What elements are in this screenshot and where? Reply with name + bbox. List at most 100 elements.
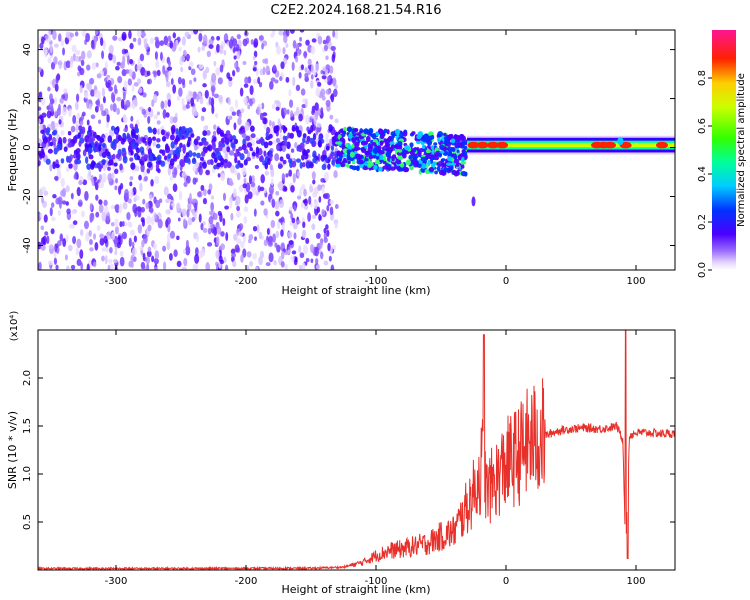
heatmap-cell bbox=[176, 95, 181, 101]
heatmap-cell bbox=[312, 179, 316, 185]
heatmap-cell bbox=[257, 76, 261, 85]
heatmap-cell bbox=[57, 209, 61, 216]
heatmap-cell bbox=[204, 125, 209, 131]
snr-background bbox=[38, 330, 675, 570]
heatmap-cell bbox=[236, 172, 241, 181]
heatmap-cell bbox=[61, 187, 67, 198]
heatmap-cell bbox=[454, 142, 459, 149]
heatmap-cell bbox=[136, 30, 142, 38]
heatmap-cell bbox=[258, 256, 263, 266]
heatmap-cell bbox=[47, 86, 51, 92]
heatmap-cell bbox=[92, 261, 97, 268]
heatmap-cell bbox=[202, 70, 207, 80]
heatmap-cell bbox=[312, 150, 317, 157]
heatmap-cell bbox=[250, 181, 256, 188]
heatmap-cell bbox=[295, 125, 300, 134]
heatmap-cell bbox=[40, 148, 45, 156]
heatmap-cell bbox=[85, 232, 90, 242]
heatmap-cell bbox=[273, 260, 277, 266]
snr-frame bbox=[37, 329, 676, 571]
heatmap-cell bbox=[108, 86, 113, 92]
heatmap-cell bbox=[95, 211, 100, 218]
heatmap-cell bbox=[61, 106, 67, 116]
heatmap-cell bbox=[353, 128, 358, 133]
heatmap-cell bbox=[285, 76, 290, 83]
heatmap-cell bbox=[40, 244, 46, 251]
heatmap-cell bbox=[265, 65, 270, 76]
heatmap-cell bbox=[49, 93, 53, 102]
heatmap-cell bbox=[137, 209, 142, 218]
heatmap-cell bbox=[223, 256, 227, 264]
heatmap-cell bbox=[276, 45, 282, 55]
heatmap-cell bbox=[191, 198, 197, 203]
heatmap-cell bbox=[325, 136, 329, 145]
heatmap-cell bbox=[148, 106, 152, 113]
heatmap-cell bbox=[141, 219, 145, 227]
heatmap-cell bbox=[283, 140, 288, 146]
heatmap-cell bbox=[63, 88, 68, 94]
heatmap-cell bbox=[333, 88, 338, 98]
heatmap-cell bbox=[268, 252, 274, 263]
heatmap-cell bbox=[317, 81, 322, 87]
heatmap-cell bbox=[313, 187, 318, 197]
heatmap-cell bbox=[238, 146, 243, 151]
heatmap-cell bbox=[289, 132, 295, 139]
heatmap-cell bbox=[232, 38, 238, 47]
heatmap-cell bbox=[54, 97, 58, 106]
heatmap-cell bbox=[362, 166, 369, 171]
heatmap-cell bbox=[98, 173, 103, 181]
heatmap-cell bbox=[116, 96, 122, 102]
heatmap-cell bbox=[99, 103, 104, 112]
heatmap-cell bbox=[455, 170, 460, 176]
heatmap-cell bbox=[192, 91, 198, 100]
heatmap-cell bbox=[59, 97, 64, 104]
heatmap-cell bbox=[444, 140, 451, 145]
heatmap-cell bbox=[276, 244, 281, 253]
heatmap-cell bbox=[52, 30, 57, 41]
heatmap-cell bbox=[215, 151, 221, 159]
heatmap-cell bbox=[298, 113, 303, 122]
heatmap-cell bbox=[403, 167, 409, 173]
heatmap-cell bbox=[208, 183, 213, 191]
heatmap-cell bbox=[147, 136, 153, 145]
heatmap-cell bbox=[318, 196, 322, 203]
heatmap-cell bbox=[268, 140, 273, 146]
heatmap-cell bbox=[93, 176, 97, 187]
heatmap-spike bbox=[617, 137, 624, 146]
heatmap-cell bbox=[327, 163, 331, 170]
heatmap-cell bbox=[98, 199, 103, 205]
heatmap-cell bbox=[194, 247, 199, 256]
heatmap-cell bbox=[118, 37, 123, 42]
heatmap-cell bbox=[157, 168, 161, 174]
heatmap-cell bbox=[64, 254, 68, 261]
heatmap-cell bbox=[291, 217, 296, 224]
heatmap-cell bbox=[106, 114, 110, 123]
heatmap-cell bbox=[279, 133, 283, 141]
heatmap-cell bbox=[285, 30, 290, 37]
heatmap-cell bbox=[198, 32, 203, 42]
heatmap-cell bbox=[196, 94, 200, 103]
heatmap-cell bbox=[302, 98, 306, 104]
snr-x-label: Height of straight line (km) bbox=[281, 583, 430, 596]
heatmap-cell bbox=[191, 208, 195, 216]
heatmap-cell bbox=[58, 136, 63, 145]
heatmap-cell bbox=[302, 161, 306, 168]
y-tick-label: -20 bbox=[22, 188, 33, 204]
heatmap-cell bbox=[184, 31, 190, 38]
heatmap-cell bbox=[383, 128, 388, 134]
heatmap-cell bbox=[83, 220, 89, 230]
heatmap-peak bbox=[467, 141, 480, 149]
heatmap-cell bbox=[283, 34, 288, 44]
heatmap-cell bbox=[54, 110, 58, 118]
heatmap-cell bbox=[192, 264, 197, 270]
heatmap-cell bbox=[96, 98, 101, 108]
heatmap-cell bbox=[84, 91, 89, 99]
heatmap-cell bbox=[167, 99, 172, 107]
heatmap-cell bbox=[137, 78, 142, 85]
heatmap-cell bbox=[129, 181, 133, 187]
heatmap-cell bbox=[116, 107, 120, 115]
heatmap-cell bbox=[140, 160, 145, 166]
heatmap-cell bbox=[255, 266, 259, 270]
heatmap-cell bbox=[313, 200, 319, 210]
heatmap-cell bbox=[335, 159, 339, 164]
